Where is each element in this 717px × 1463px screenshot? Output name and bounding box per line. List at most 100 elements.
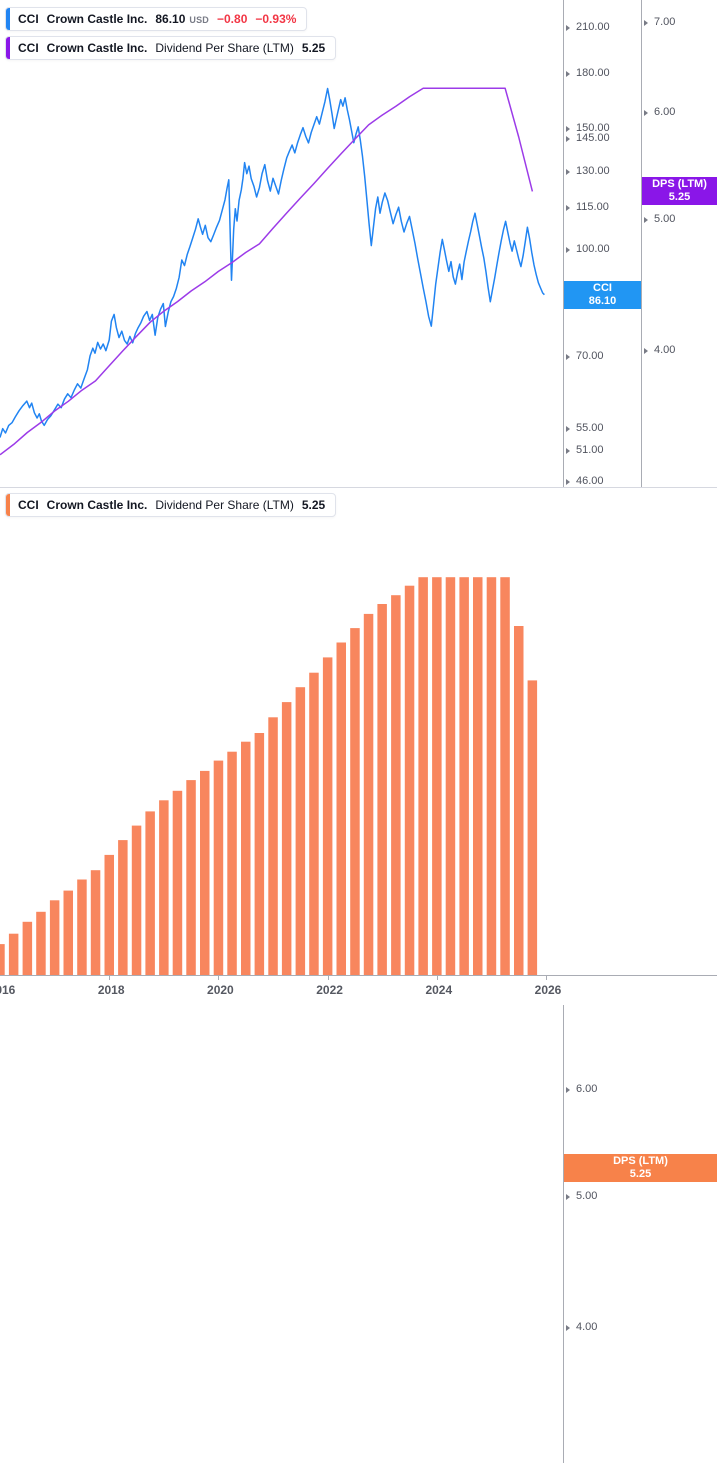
scale-tick-label: 5.00 [576,1190,598,1203]
dividend-bar [404,585,415,975]
badge-title: DPS (LTM) [652,178,707,191]
dividend-bar [131,825,142,975]
dividend-bar [172,790,183,975]
dividend-bar [363,613,374,975]
scale-tick-label: 145.00 [576,131,610,144]
dividend-bar [241,741,251,975]
tick-arrow-icon [566,168,570,175]
dividend-bar [459,577,469,975]
badge-value: 5.25 [668,191,691,204]
last-price-badge: CCI 86.10 [564,280,641,309]
tick-arrow-icon [566,425,570,432]
tick-arrow-icon [566,1087,570,1094]
tick-arrow-icon [644,216,648,223]
price-chart-canvas[interactable] [0,0,563,487]
dividend-bar [268,717,278,975]
tick-arrow-icon [566,448,570,455]
last-price: 86.10 [155,12,186,26]
scale-tick-label: 150.00 [576,121,610,134]
scale-tick-label: 4.00 [576,1321,598,1334]
dividend-bar [104,854,114,975]
dps-value-badge: DPS (LTM) 5.25 [642,177,717,206]
dividend-bar [377,604,387,975]
dps-overlay-scale[interactable]: DPS (LTM) 5.25 7.00 6.00 5.00 4.00 [641,0,717,487]
dividend-chart-canvas[interactable] [0,488,563,975]
tick-arrow-icon [644,347,648,354]
time-tick [546,976,547,980]
dps-series-accent [6,37,10,59]
time-tick [327,976,329,980]
scale-tick-label: 180.00 [576,67,610,80]
dividend-bar [77,879,87,975]
badge-ticker: CCI [593,281,612,294]
panel-divider [0,487,717,488]
dividend-bar [36,911,46,975]
dividend-bar [200,770,210,975]
legend-dps-overlay[interactable]: CCI Crown Castle Inc. Dividend Per Share… [5,36,337,60]
tick-arrow-icon [566,71,570,78]
dividend-series-accent [6,494,10,516]
dividend-bar [391,595,401,975]
time-axis-label: 2018 [97,983,125,997]
ticker-symbol: CCI [18,41,39,55]
dividend-bar [186,780,196,975]
badge-value: 5.25 [629,1168,652,1181]
time-axis-label: 2020 [207,983,234,997]
dps-overlay-line [0,87,534,456]
tick-arrow-icon [566,25,570,32]
tick-arrow-icon [566,205,570,212]
metric-value: 5.25 [301,41,326,55]
price-panel[interactable]: CCI Crown Castle Inc. 86.10 USD −0.80 −0… [0,0,717,487]
metric-name: Dividend Per Share (LTM) [155,41,294,55]
scale-tick-label: 6.00 [576,1083,598,1096]
dividend-bar [63,890,73,975]
time-axis-label: 2022 [316,983,343,997]
dividend-bar [213,760,224,975]
metric-name: Dividend Per Share (LTM) [155,498,294,512]
currency-label: USD [189,15,209,25]
dividend-bar [90,870,101,975]
dividend-bar [445,577,456,975]
company-name: Crown Castle Inc. [46,498,148,512]
scale-tick-label: 115.00 [576,201,609,214]
legend-price[interactable]: CCI Crown Castle Inc. 86.10 USD −0.80 −0… [5,7,308,31]
dividend-bar [227,751,237,975]
tick-arrow-icon [566,1194,570,1201]
dividend-bar [336,642,346,975]
time-axis-label: 2024 [425,983,453,997]
tick-arrow-icon [566,1325,570,1332]
time-axis[interactable]: 2016 2018 2020 2022 2024 2026 [0,975,717,1005]
dps-value-badge: DPS (LTM) 5.25 [564,1154,717,1183]
dividend-bar [118,840,128,975]
scale-tick-label: 70.00 [576,349,604,362]
scale-tick-label: 46.00 [576,475,604,488]
ticker-symbol: CCI [18,12,39,26]
dividend-bar [432,577,442,975]
price-change: −0.80 [217,12,248,26]
price-change-percent: −0.93% [255,12,297,26]
dividend-bar [281,702,292,975]
legend-dividend[interactable]: CCI Crown Castle Inc. Dividend Per Share… [5,493,337,517]
dividend-bar [295,687,306,975]
dividend-bar [254,733,265,975]
metric-value: 5.25 [301,498,326,512]
price-series-accent [6,8,10,30]
dividend-bar [159,800,169,975]
scale-tick-label: 100.00 [576,243,610,255]
badge-value: 86.10 [588,294,617,307]
dividend-bar [473,577,483,975]
tick-arrow-icon [566,353,570,360]
dividend-bar [309,672,319,975]
dividend-bar [500,577,510,975]
dividend-panel[interactable]: CCI Crown Castle Inc. Dividend Per Share… [0,488,717,1463]
badge-title: DPS (LTM) [613,1155,668,1168]
time-tick [218,976,220,980]
tick-arrow-icon [644,19,648,26]
dividend-scale[interactable]: DPS (LTM) 5.25 7.006.005.004.00 [563,976,717,1463]
price-scale[interactable]: CCI 86.10 210.00 180.00 150.00 145.00 130.00… [563,0,641,487]
tick-arrow-icon [566,135,570,142]
tick-arrow-icon [566,479,570,486]
dividend-bar [22,921,33,975]
dividend-bar [322,657,333,975]
time-tick [436,976,438,980]
